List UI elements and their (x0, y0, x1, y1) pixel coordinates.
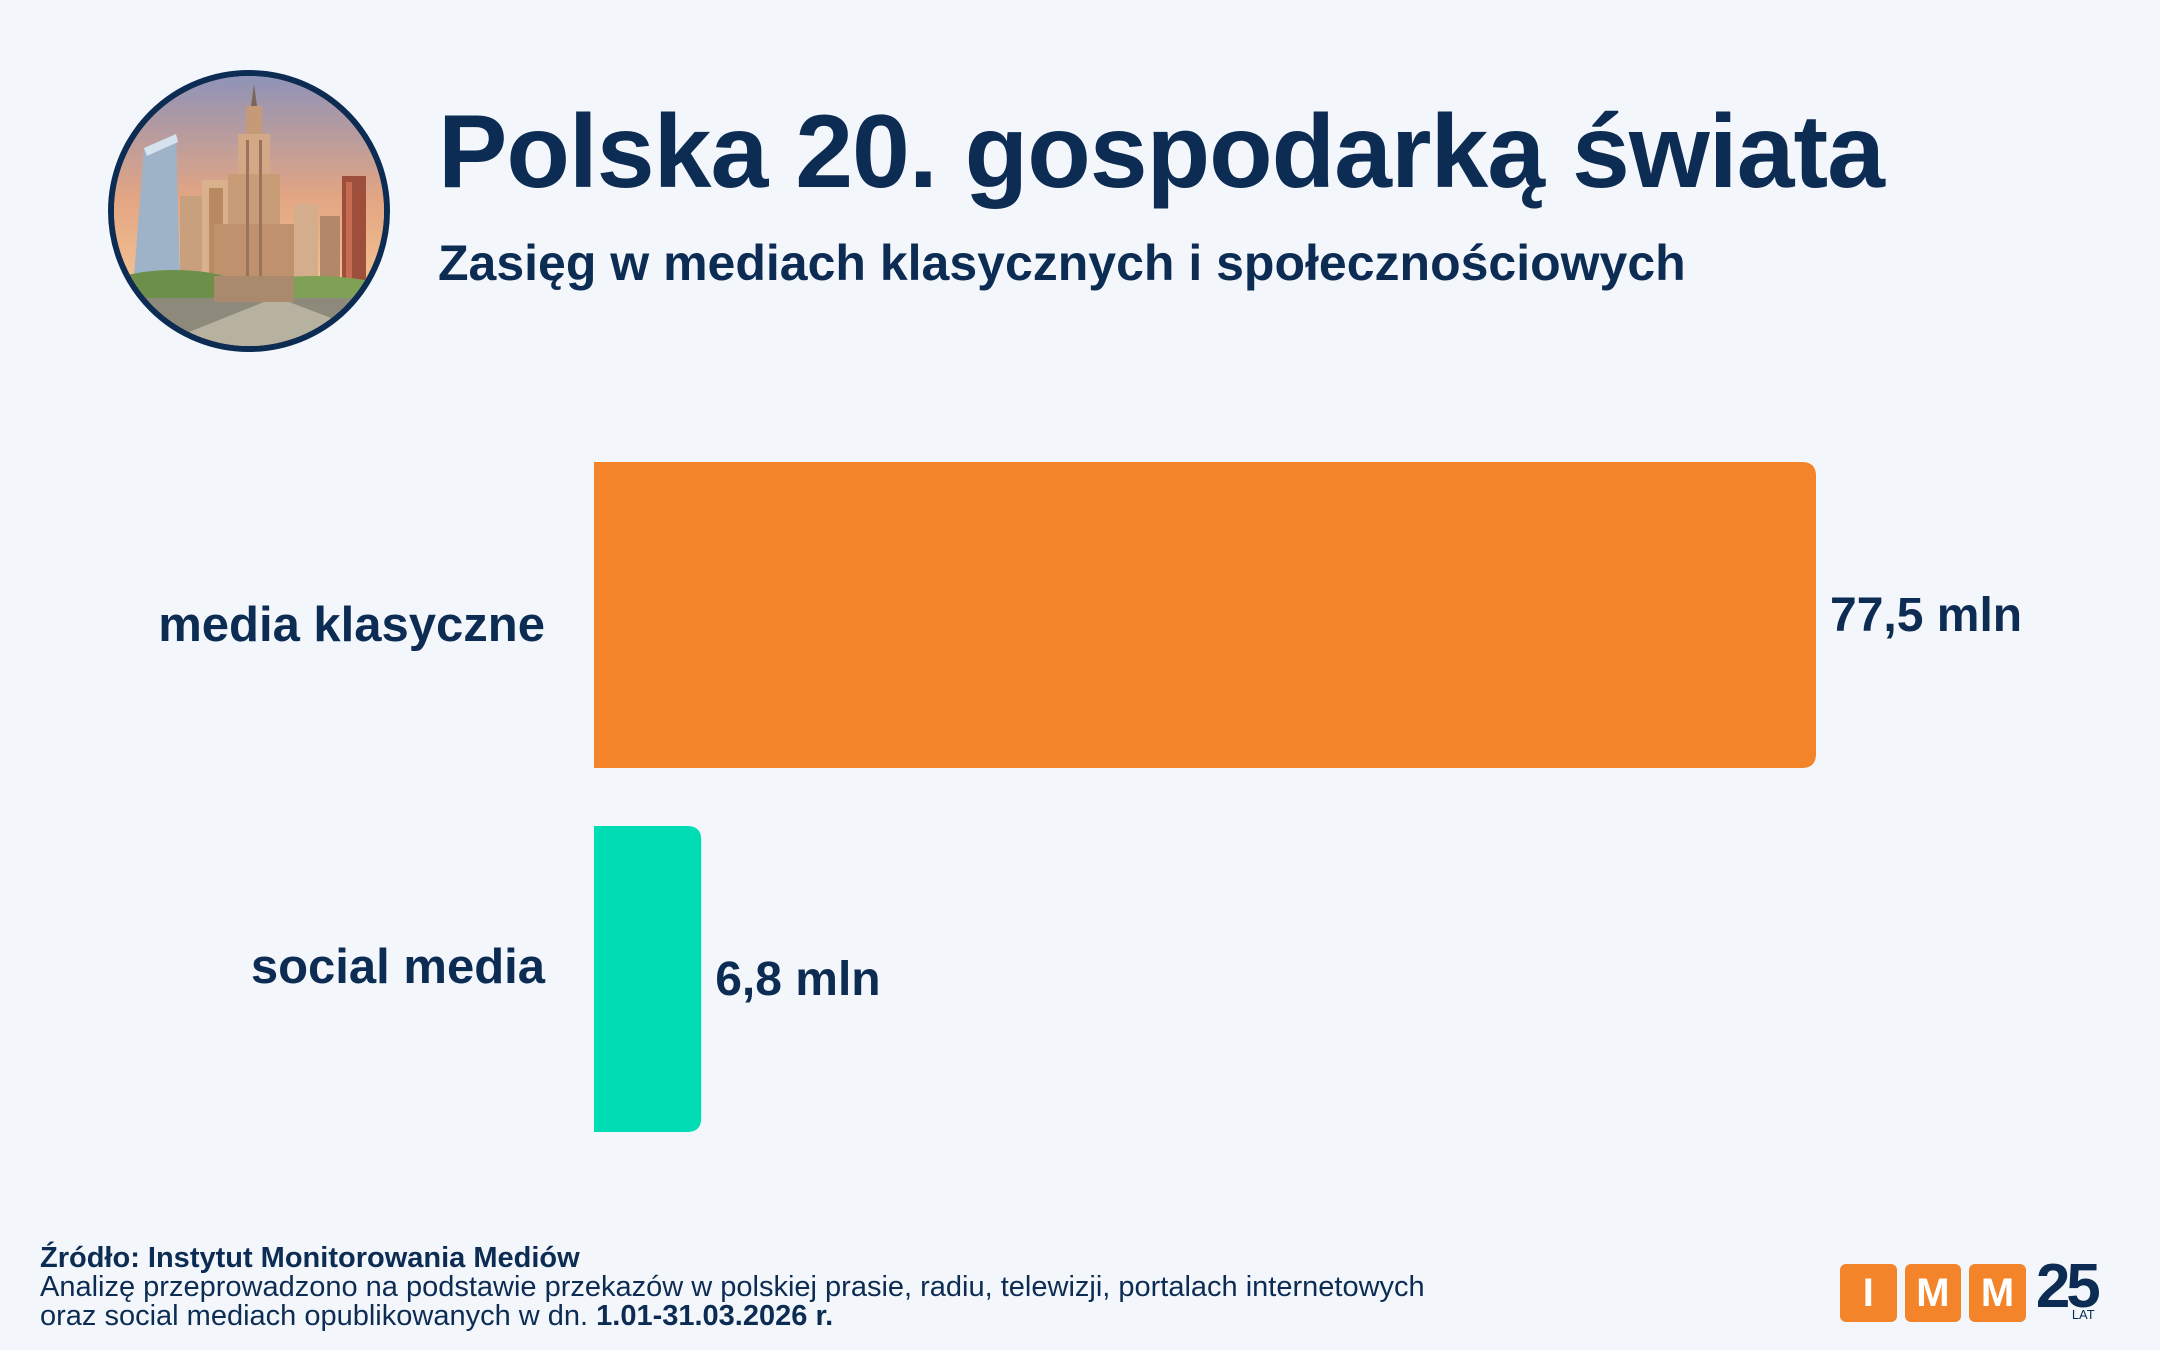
methodology-note-line1: Analizę przeprowadzono na podstawie prze… (40, 1271, 1425, 1303)
logo-letter: M (1904, 1264, 1962, 1322)
page-title: Polska 20. gospodarką świata (438, 94, 1885, 210)
logo-letter: M (1969, 1264, 2026, 1322)
value-label: 6,8 mln (715, 953, 880, 1006)
date-range: 1.01-31.03.2026 r. (596, 1300, 834, 1332)
value-label: 77,5 mln (1830, 589, 2022, 642)
imm-logo: I M M 25 LAT (1840, 1256, 2110, 1322)
methodology-note-prefix: oraz social mediach opublikowanych w dn. (40, 1300, 597, 1332)
methodology-note-line2: oraz social mediach opublikowanych w dn.… (40, 1302, 1425, 1331)
category-label: media klasyczne (158, 598, 545, 652)
category-label: social media (251, 940, 546, 994)
bar-media-klasyczne (594, 462, 1816, 768)
footer: Źródło: Instytut Monitorowania Mediów An… (40, 1244, 1425, 1331)
logo-letter: I (1840, 1264, 1897, 1322)
city-skyline-photo (108, 70, 390, 352)
bar-social-media (594, 826, 702, 1132)
logo-years-number: 25 (2035, 1252, 2101, 1321)
logo-anniversary: 25 LAT (2036, 1256, 2110, 1322)
city-skyline-icon (114, 76, 384, 346)
page-subtitle: Zasięg w mediach klasycznych i społeczno… (438, 235, 1686, 291)
source-credit: Źródło: Instytut Monitorowania Mediów (40, 1242, 580, 1274)
logo-years-suffix: LAT (2071, 1307, 2095, 1322)
